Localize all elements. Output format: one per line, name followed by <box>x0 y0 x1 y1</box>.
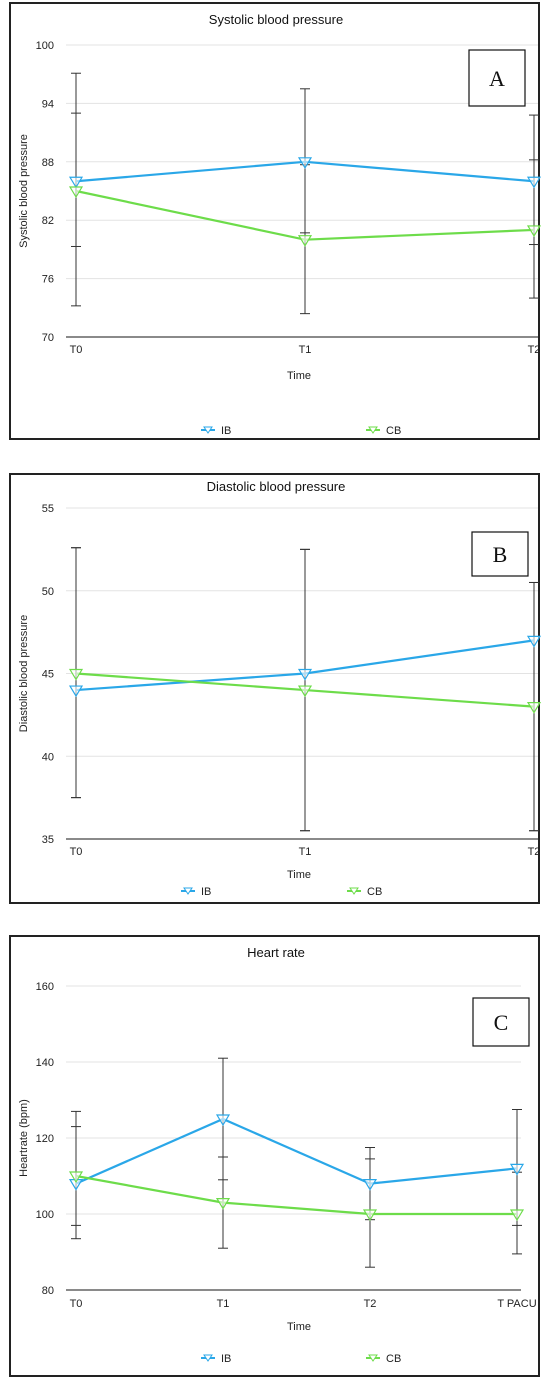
x-tick-label: T0 <box>70 1298 83 1310</box>
y-tick-label: 100 <box>36 1209 54 1221</box>
x-tick-label: T1 <box>217 1298 230 1310</box>
y-tick-label: 140 <box>36 1057 54 1069</box>
legend-label-cb: CB <box>386 1353 401 1365</box>
y-axis-label: Systolic blood pressure <box>18 134 30 248</box>
x-tick-label: T2 <box>364 1298 377 1310</box>
y-tick-label: 82 <box>42 215 54 227</box>
legend-marker-icon <box>349 887 359 895</box>
y-tick-label: 160 <box>36 981 54 993</box>
data-point-cb <box>68 1171 84 1184</box>
data-point-cb <box>509 1209 525 1222</box>
data-point-cb <box>68 668 84 681</box>
data-point-ib <box>362 1179 378 1191</box>
x-tick-label: T0 <box>70 344 83 356</box>
data-point-cb <box>297 235 313 247</box>
legend-label-ib: IB <box>221 425 231 437</box>
y-tick-label: 80 <box>42 1285 54 1297</box>
x-tick-label: T0 <box>70 846 83 858</box>
y-tick-label: 100 <box>36 40 54 52</box>
x-tick-label: T2 <box>528 344 541 356</box>
x-tick-label: T1 <box>299 344 312 356</box>
panel-letter-box <box>472 997 530 1047</box>
y-tick-label: 35 <box>42 834 54 846</box>
x-axis-label: Time <box>287 1321 311 1333</box>
chart-panel-b: Diastolic blood pressure 35 40 45 50 55 T0 T1 T2… <box>9 473 542 904</box>
x-tick-label: T PACU <box>497 1298 536 1310</box>
legend-marker-icon <box>183 887 193 895</box>
heart-rate-chart-svg: Heart rate 80 100 120 140 160 T0 T1 T2 T PACU Time… <box>18 945 537 1365</box>
panel-letter-box <box>471 531 529 577</box>
data-point-ib <box>526 635 542 648</box>
y-tick-label: 55 <box>42 503 54 515</box>
panel-letter: B <box>493 542 508 567</box>
legend-label-ib: IB <box>221 1353 231 1365</box>
chart-panel-a: Systolic blood pressure 70 76 82 88 94 100 T0 T1… <box>9 2 542 440</box>
y-tick-label: 50 <box>42 586 54 598</box>
data-point-ib <box>297 668 313 681</box>
legend-label-cb: CB <box>386 425 401 437</box>
x-axis-label: Time <box>287 370 311 382</box>
panel-letter-box <box>468 49 526 107</box>
data-point-ib <box>215 1114 231 1127</box>
y-tick-label: 45 <box>42 669 54 681</box>
chart-panel-c: Heart rate 80 100 120 140 160 T0 T1 T2 T PACU Time… <box>9 935 540 1377</box>
legend-label-ib: IB <box>201 886 211 898</box>
chart-title: Diastolic blood pressure <box>207 479 346 494</box>
legend-marker-icon <box>368 426 378 434</box>
data-point-cb <box>526 702 542 714</box>
legend-marker-icon <box>368 1354 378 1362</box>
data-point-cb <box>362 1209 378 1222</box>
series-line-ib <box>75 1117 518 1185</box>
x-axis-label: Time <box>287 869 311 881</box>
data-point-cb <box>526 225 542 238</box>
y-tick-label: 76 <box>42 274 54 286</box>
y-axis-label: Diastolic blood pressure <box>18 615 30 732</box>
data-point-ib <box>509 1163 525 1176</box>
series-line-cb <box>75 1174 517 1216</box>
panel-letter: A <box>489 66 505 91</box>
data-point-cb <box>215 1198 231 1210</box>
panel-letter: C <box>494 1010 509 1035</box>
legend-marker-icon <box>203 426 213 434</box>
chart-title: Heart rate <box>247 945 305 960</box>
diastolic-chart-svg: Diastolic blood pressure 35 40 45 50 55 T0 T1 T2… <box>18 479 542 898</box>
y-axis-label: Heartrate (bpm) <box>18 1099 30 1177</box>
y-tick-label: 94 <box>42 98 54 110</box>
x-tick-label: T1 <box>299 846 312 858</box>
data-point-cb <box>297 685 313 698</box>
y-tick-label: 70 <box>42 332 54 344</box>
legend-marker-icon <box>203 1354 213 1362</box>
x-tick-label: T2 <box>528 846 541 858</box>
data-point-cb <box>68 186 84 199</box>
data-point-ib <box>526 176 542 189</box>
chart-title: Systolic blood pressure <box>209 12 343 27</box>
legend-label-cb: CB <box>367 886 382 898</box>
data-point-ib <box>68 685 84 698</box>
y-tick-label: 40 <box>42 751 54 763</box>
y-tick-label: 120 <box>36 1133 54 1145</box>
data-point-ib <box>68 176 84 189</box>
y-tick-label: 88 <box>42 157 54 169</box>
data-point-ib <box>297 157 313 169</box>
systolic-chart-svg: Systolic blood pressure 70 76 82 88 94 100 T0 T1… <box>18 12 542 437</box>
